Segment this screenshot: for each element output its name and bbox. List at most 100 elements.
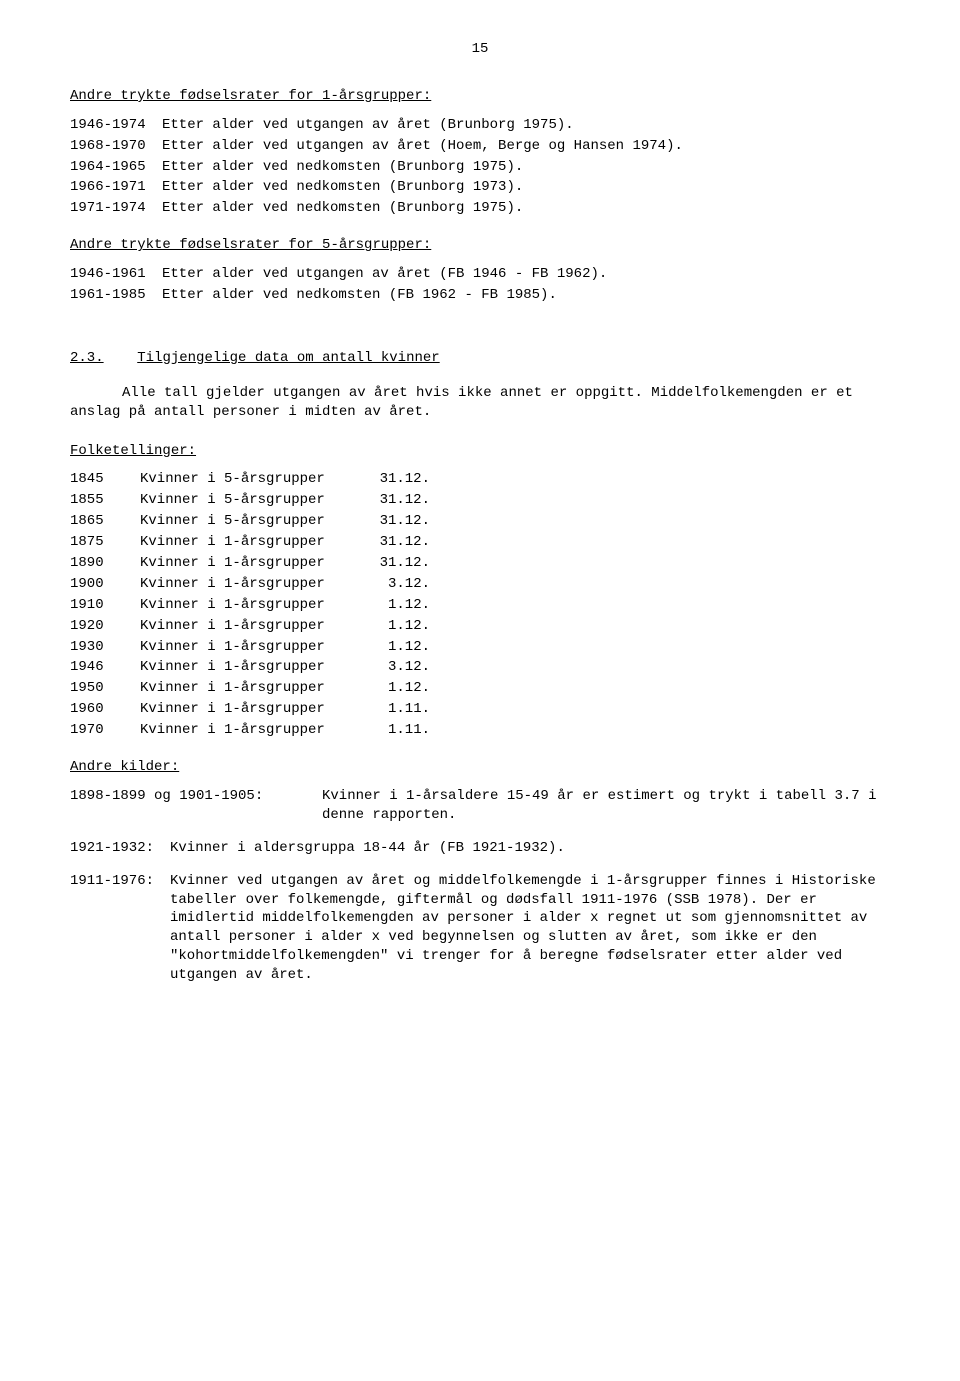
census-date: 3.12. [370, 575, 430, 594]
census-date: 1.11. [370, 700, 430, 719]
census-desc: Kvinner i 1-årsgrupper [140, 554, 370, 573]
entry-years: 1946-1974 [70, 116, 162, 135]
other-source-item: 1921-1932: Kvinner i aldersgruppa 18-44 … [70, 839, 890, 858]
section-1: Andre trykte fødselsrater for 1-årsgrupp… [70, 87, 890, 218]
entry-years: 1961-1985 [70, 286, 162, 305]
entry-desc: Etter alder ved nedkomsten (Brunborg 197… [162, 159, 523, 175]
census-year: 1920 [70, 617, 140, 636]
census-row: 1946Kvinner i 1-årsgrupper3.12. [70, 658, 890, 677]
page-number: 15 [70, 40, 890, 59]
census-desc: Kvinner i 5-årsgrupper [140, 491, 370, 510]
other-sources-section: Andre kilder: 1898-1899 og 1901-1905: Kv… [70, 758, 890, 985]
census-desc: Kvinner i 1-årsgrupper [140, 721, 370, 740]
other-source-item: 1898-1899 og 1901-1905: Kvinner i 1-årsa… [70, 787, 890, 825]
census-date: 31.12. [370, 512, 430, 531]
census-row: 1920Kvinner i 1-årsgrupper1.12. [70, 617, 890, 636]
section-2-3-heading: 2.3. Tilgjengelige data om antall kvinne… [70, 349, 890, 368]
entry-years: 1966-1971 [70, 178, 162, 197]
entry-row: 1961-1985Etter alder ved nedkomsten (FB … [70, 286, 890, 305]
section-2: Andre trykte fødselsrater for 5-årsgrupp… [70, 236, 890, 305]
census-year: 1900 [70, 575, 140, 594]
census-section: Folketellinger: 1845Kvinner i 5-årsgrupp… [70, 442, 890, 740]
census-desc: Kvinner i 5-årsgrupper [140, 470, 370, 489]
census-desc: Kvinner i 1-årsgrupper [140, 638, 370, 657]
entry-years: 1971-1974 [70, 199, 162, 218]
section-1-rows: 1946-1974Etter alder ved utgangen av åre… [70, 116, 890, 218]
census-year: 1946 [70, 658, 140, 677]
census-row: 1900Kvinner i 1-årsgrupper3.12. [70, 575, 890, 594]
entry-desc: Etter alder ved utgangen av året (FB 194… [162, 266, 607, 282]
entry-row: 1946-1961Etter alder ved utgangen av åre… [70, 265, 890, 284]
census-year: 1865 [70, 512, 140, 531]
other-source-body: Kvinner i aldersgruppa 18-44 år (FB 1921… [170, 839, 890, 858]
census-row: 1865Kvinner i 5-årsgrupper31.12. [70, 512, 890, 531]
census-date: 31.12. [370, 554, 430, 573]
section-2-rows: 1946-1961Etter alder ved utgangen av åre… [70, 265, 890, 305]
entry-row: 1964-1965Etter alder ved nedkomsten (Bru… [70, 158, 890, 177]
census-year: 1950 [70, 679, 140, 698]
entry-desc: Etter alder ved utgangen av året (Brunbo… [162, 117, 574, 133]
census-desc: Kvinner i 1-årsgrupper [140, 700, 370, 719]
census-rows: 1845Kvinner i 5-årsgrupper31.12.1855Kvin… [70, 470, 890, 740]
other-source-label: 1898-1899 og 1901-1905: [70, 787, 263, 806]
entry-row: 1966-1971Etter alder ved nedkomsten (Bru… [70, 178, 890, 197]
census-year: 1930 [70, 638, 140, 657]
section-2-3-title: Tilgjengelige data om antall kvinner [137, 350, 439, 366]
entry-desc: Etter alder ved utgangen av året (Hoem, … [162, 138, 683, 154]
other-sources-heading: Andre kilder: [70, 758, 890, 777]
census-date: 3.12. [370, 658, 430, 677]
census-year: 1970 [70, 721, 140, 740]
census-year: 1910 [70, 596, 140, 615]
census-desc: Kvinner i 1-årsgrupper [140, 575, 370, 594]
census-year: 1845 [70, 470, 140, 489]
census-row: 1875Kvinner i 1-årsgrupper31.12. [70, 533, 890, 552]
census-date: 1.12. [370, 596, 430, 615]
other-source-label: 1911-1976: [70, 872, 154, 891]
entry-row: 1971-1974Etter alder ved nedkomsten (Bru… [70, 199, 890, 218]
census-desc: Kvinner i 5-årsgrupper [140, 512, 370, 531]
census-date: 31.12. [370, 533, 430, 552]
census-year: 1855 [70, 491, 140, 510]
census-date: 31.12. [370, 491, 430, 510]
entry-desc: Etter alder ved nedkomsten (Brunborg 197… [162, 200, 523, 216]
document-page: 15 Andre trykte fødselsrater for 1-årsgr… [0, 0, 960, 1063]
other-source-body: Kvinner i 1-årsaldere 15-49 år er estime… [322, 787, 890, 825]
census-desc: Kvinner i 1-årsgrupper [140, 596, 370, 615]
entry-years: 1964-1965 [70, 158, 162, 177]
census-row: 1970Kvinner i 1-årsgrupper1.11. [70, 721, 890, 740]
census-year: 1875 [70, 533, 140, 552]
entry-years: 1946-1961 [70, 265, 162, 284]
other-source-label: 1921-1932: [70, 839, 154, 858]
entry-desc: Etter alder ved nedkomsten (FB 1962 - FB… [162, 287, 557, 303]
entry-years: 1968-1970 [70, 137, 162, 156]
other-sources-items: 1898-1899 og 1901-1905: Kvinner i 1-årsa… [70, 787, 890, 985]
census-row: 1930Kvinner i 1-årsgrupper1.12. [70, 638, 890, 657]
census-year: 1960 [70, 700, 140, 719]
entry-desc: Etter alder ved nedkomsten (Brunborg 197… [162, 179, 523, 195]
census-year: 1890 [70, 554, 140, 573]
census-row: 1855Kvinner i 5-årsgrupper31.12. [70, 491, 890, 510]
census-heading: Folketellinger: [70, 442, 890, 461]
census-row: 1950Kvinner i 1-årsgrupper1.12. [70, 679, 890, 698]
census-date: 1.12. [370, 679, 430, 698]
census-row: 1910Kvinner i 1-årsgrupper1.12. [70, 596, 890, 615]
section-2-3-para: Alle tall gjelder utgangen av året hvis … [70, 384, 890, 422]
census-date: 1.12. [370, 617, 430, 636]
census-row: 1845Kvinner i 5-årsgrupper31.12. [70, 470, 890, 489]
census-desc: Kvinner i 1-årsgrupper [140, 679, 370, 698]
census-desc: Kvinner i 1-årsgrupper [140, 617, 370, 636]
census-desc: Kvinner i 1-årsgrupper [140, 658, 370, 677]
census-row: 1890Kvinner i 1-årsgrupper31.12. [70, 554, 890, 573]
census-row: 1960Kvinner i 1-årsgrupper1.11. [70, 700, 890, 719]
census-date: 31.12. [370, 470, 430, 489]
entry-row: 1946-1974Etter alder ved utgangen av åre… [70, 116, 890, 135]
census-date: 1.12. [370, 638, 430, 657]
other-source-body: Kvinner ved utgangen av året og middelfo… [170, 872, 890, 985]
census-desc: Kvinner i 1-årsgrupper [140, 533, 370, 552]
other-source-item: 1911-1976: Kvinner ved utgangen av året … [70, 872, 890, 985]
section-2-3-number: 2.3. [70, 350, 104, 366]
entry-row: 1968-1970Etter alder ved utgangen av åre… [70, 137, 890, 156]
section-1-heading: Andre trykte fødselsrater for 1-årsgrupp… [70, 87, 890, 106]
section-2-heading: Andre trykte fødselsrater for 5-årsgrupp… [70, 236, 890, 255]
census-date: 1.11. [370, 721, 430, 740]
